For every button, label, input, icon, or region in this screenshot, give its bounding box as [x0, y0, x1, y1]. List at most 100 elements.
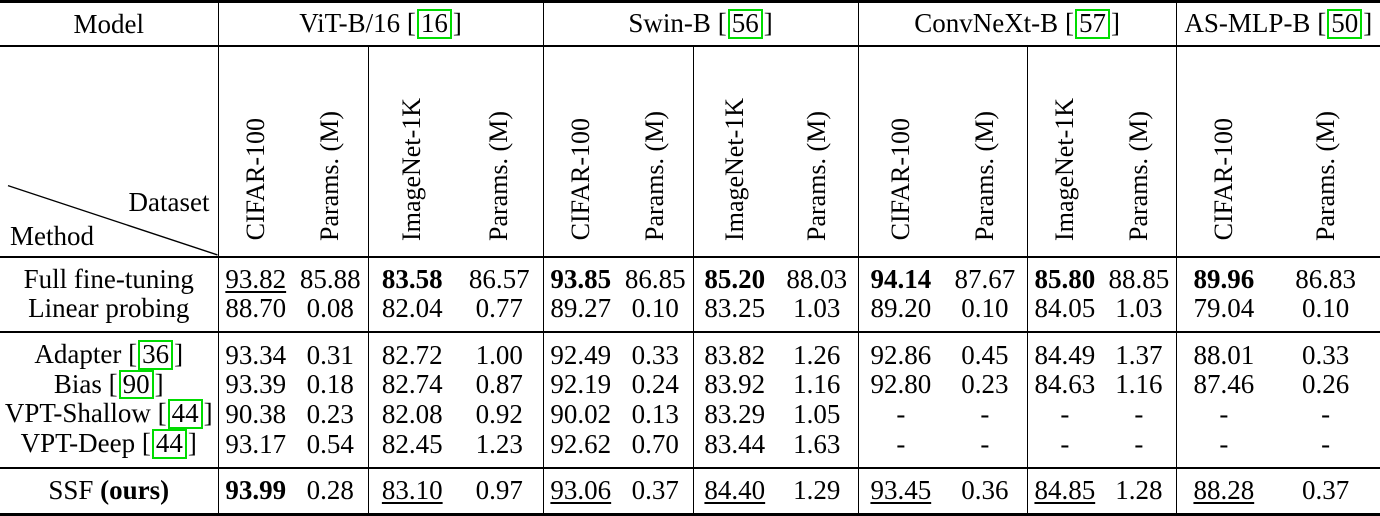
value-text: 0.26 — [1301, 369, 1350, 400]
value-cell: 93.82 — [217, 257, 293, 294]
method-cell: SSF (ours) — [0, 468, 218, 515]
column-header: CIFAR-100 — [542, 46, 619, 258]
value-cell: - — [1271, 429, 1380, 468]
corner-cell: Dataset Method — [0, 46, 218, 258]
value-cell: 0.18 — [293, 370, 368, 400]
value-cell: 84.05 — [1026, 294, 1103, 332]
value-text: 90.02 — [550, 398, 612, 429]
column-header: CIFAR-100 — [1175, 46, 1272, 258]
value-text: 1.28 — [1115, 474, 1163, 505]
table-row: Linear probing 88.70 0.08 82.04 0.77 89.27 0.1… — [0, 294, 1380, 332]
column-header: CIFAR-100 — [857, 46, 944, 258]
value-cell: 83.29 — [692, 399, 777, 429]
value-text: 88.28 — [1193, 474, 1255, 505]
citation-link[interactable]: 57 — [1074, 9, 1110, 39]
value-text: 1.26 — [793, 339, 841, 370]
value-cell: 0.28 — [293, 468, 368, 515]
value-text: 0.10 — [961, 293, 1009, 324]
value-cell: 0.37 — [618, 468, 693, 515]
value-text: 83.44 — [704, 428, 766, 459]
value-text: 0.92 — [475, 398, 523, 429]
value-text: 0.18 — [306, 369, 354, 400]
column-header: Params. (M) — [1102, 46, 1177, 258]
value-cell: 1.28 — [1102, 468, 1176, 515]
value-text: 0.31 — [306, 339, 354, 370]
value-text: 84.85 — [1034, 474, 1096, 505]
column-header-text: CIFAR-100 — [565, 118, 595, 241]
value-text: 87.67 — [954, 264, 1016, 295]
value-cell: 1.16 — [776, 370, 858, 400]
citation-link[interactable]: 44 — [151, 428, 187, 459]
column-header-text: Params. (M) — [1123, 110, 1153, 241]
value-cell: 86.57 — [456, 257, 543, 294]
column-header-text: Params. (M) — [484, 110, 514, 241]
value-cell: 1.05 — [776, 399, 858, 429]
value-cell: - — [943, 399, 1027, 429]
value-text: 0.37 — [1301, 474, 1350, 505]
value-text: - — [1060, 428, 1070, 459]
value-text: 0.33 — [631, 339, 679, 370]
value-text: 83.58 — [381, 264, 443, 295]
value-cell: - — [1102, 399, 1176, 429]
citation-link[interactable]: 44 — [167, 399, 203, 429]
column-header-text: Params. (M) — [640, 110, 670, 241]
value-text: 79.04 — [1193, 293, 1255, 324]
column-header-text: Params. (M) — [801, 110, 831, 241]
value-text: 0.37 — [631, 474, 679, 505]
value-cell: 0.33 — [1271, 332, 1380, 370]
value-cell: 83.25 — [692, 294, 777, 332]
column-header-row: Dataset Method CIFAR-100 Params. (M) ImageNe… — [0, 46, 1380, 258]
model-group-header: ConvNeXt-B [57] — [857, 1, 1177, 47]
column-header: Params. (M) — [776, 46, 859, 258]
value-text: - — [980, 398, 990, 429]
value-cell: 86.83 — [1271, 257, 1380, 294]
value-cell: 1.03 — [776, 294, 858, 332]
value-cell: 84.49 — [1026, 332, 1103, 370]
table-section: Adapter [36] 93.34 0.31 82.72 1.00 92.49 0.33 8… — [0, 332, 1380, 468]
value-cell: 85.88 — [293, 257, 368, 294]
value-cell: 1.00 — [456, 332, 543, 370]
value-cell: - — [1175, 428, 1272, 468]
value-cell: 87.46 — [1175, 369, 1272, 400]
value-cell: 0.10 — [1271, 294, 1380, 332]
value-cell: - — [1026, 428, 1103, 468]
value-text: 88.01 — [1193, 339, 1255, 370]
value-cell: 83.58 — [367, 257, 456, 295]
value-text: - — [980, 428, 990, 459]
value-text: 0.45 — [961, 339, 1009, 370]
value-cell: 93.06 — [542, 467, 619, 515]
value-cell: 85.20 — [692, 257, 777, 294]
value-cell: 0.26 — [1271, 370, 1380, 400]
value-text: - — [1134, 428, 1144, 459]
value-cell: 92.62 — [542, 428, 619, 468]
table-row: VPT-Deep [44] 93.17 0.54 82.45 1.23 92.62 0.70… — [0, 428, 1380, 468]
value-cell: 84.40 — [692, 467, 777, 515]
value-text: 90.38 — [225, 398, 287, 429]
value-text: 92.80 — [870, 369, 932, 400]
method-cell: VPT-Shallow [44] — [4, 399, 213, 429]
value-text: 0.87 — [475, 369, 523, 400]
column-header-text: Params. (M) — [1310, 110, 1340, 241]
value-text: 86.85 — [624, 264, 686, 295]
citation-link[interactable]: 36 — [138, 340, 174, 370]
value-text: 82.72 — [381, 339, 443, 370]
citation-link[interactable]: 56 — [727, 9, 763, 39]
citation-link[interactable]: 16 — [416, 9, 452, 39]
value-cell: 82.72 — [367, 332, 456, 370]
value-cell: 0.23 — [943, 370, 1027, 400]
value-text: 0.10 — [631, 293, 679, 324]
column-header: Params. (M) — [1271, 46, 1380, 258]
value-cell: 92.80 — [857, 369, 944, 400]
dataset-label: Dataset — [128, 186, 210, 217]
citation-link[interactable]: 50 — [1327, 9, 1363, 39]
value-text: 1.03 — [1115, 293, 1163, 324]
value-text: - — [1321, 398, 1331, 429]
column-header-text: CIFAR-100 — [885, 118, 915, 241]
value-cell: 84.63 — [1026, 369, 1103, 400]
value-cell: 0.31 — [293, 332, 368, 370]
model-group-header: ViT-B/16 [16] — [217, 1, 544, 47]
value-text: 1.16 — [793, 369, 841, 400]
citation-link[interactable]: 90 — [118, 369, 154, 400]
column-header: Params. (M) — [618, 46, 694, 258]
method-cell: VPT-Deep [44] — [20, 428, 197, 459]
